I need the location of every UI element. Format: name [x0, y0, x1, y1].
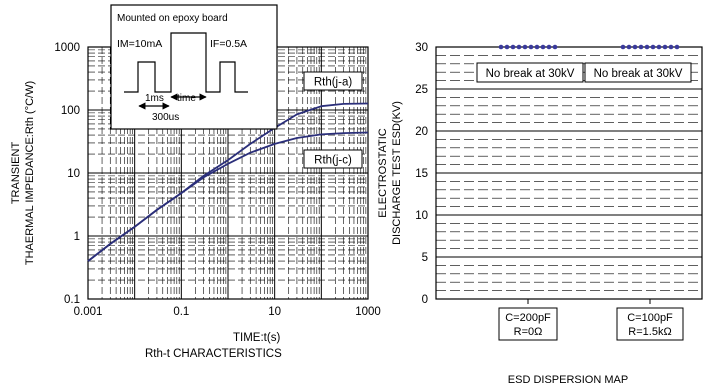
rth-ylabel-line1: TRANSIENT: [10, 142, 22, 205]
esd-annotation-box-2: [584, 62, 692, 83]
esd-y-tick-labels: 0 5 10 15 20 25 30: [415, 42, 428, 306]
esd-data-point: [674, 44, 680, 50]
rth-ylabel-line2: THAERMAL IMPEDANCE:Rth (°C/W): [24, 81, 36, 265]
esd-data-point: [534, 44, 540, 50]
esd-data-point: [522, 44, 528, 50]
esd-annotation-2: No break at 30kV: [594, 68, 683, 80]
rth-x-tick-label: 0.001: [74, 306, 103, 318]
esd-y-tick-label: 20: [415, 126, 428, 138]
esd-category-box-2: [616, 307, 684, 341]
esd-data-point: [638, 44, 644, 50]
rth-x-tick-label: 1000: [355, 306, 381, 318]
esd-y-tick-label: 25: [415, 84, 428, 96]
esd-category-1-line2: R=0Ω: [514, 326, 543, 338]
esd-data-point: [626, 44, 632, 50]
esd-y-tick-label: 15: [415, 168, 428, 180]
esd-data-point: [632, 44, 638, 50]
rth-y-tick-label: 1: [74, 231, 80, 243]
esd-y-tick-label: 10: [415, 210, 428, 222]
legend-box-rth-jc: [303, 149, 363, 169]
esd-annotation-1: No break at 30kV: [486, 68, 575, 80]
inset-time-label: time: [177, 93, 196, 104]
esd-plot-frame: [435, 46, 703, 300]
esd-y-tick-label: 30: [415, 42, 428, 54]
esd-data-point: [510, 44, 516, 50]
inset-if-label: IF=0.5A: [210, 38, 247, 50]
esd-ylabel-line2: DISCHARGE TEST ESD(KV): [391, 101, 403, 245]
rth-y-tick-label: 1000: [54, 42, 80, 54]
rth-y-tick-label: 10: [67, 168, 80, 180]
rth-x-tick-label: 10: [268, 306, 281, 318]
esd-data-point: [552, 44, 558, 50]
rth-xlabel: TIME:t(s): [233, 332, 280, 344]
esd-chart-title: ESD DISPERSION MAP: [508, 374, 628, 386]
esd-data-point: [528, 44, 534, 50]
legend-box-rth-ja: [303, 71, 363, 91]
esd-data-point: [540, 44, 546, 50]
esd-category-2-line1: C=100pF: [627, 312, 673, 324]
esd-data-point: [504, 44, 510, 50]
rth-y-tick-label: 100: [61, 105, 80, 117]
inset-pulse-waveform: [124, 32, 248, 93]
inset-1ms-label: 1ms: [145, 93, 164, 104]
esd-data-points: [498, 44, 680, 50]
inset-300us-label: 300us: [152, 112, 179, 123]
esd-ylabel-line1: ELECTROSTATIC: [377, 128, 389, 217]
rth-y-tick-labels: 0.1 1 10 100 1000: [54, 42, 80, 306]
rth-curves: [87, 102, 369, 262]
esd-y-tick-label: 0: [422, 294, 428, 306]
esd-data-point: [650, 44, 656, 50]
inset-title: Mounted on epoxy board: [117, 13, 228, 24]
esd-data-point: [656, 44, 662, 50]
esd-category-1-line1: C=200pF: [505, 312, 551, 324]
rth-x-tick-label: 0.1: [173, 306, 189, 318]
esd-grid: [436, 55, 702, 291]
rth-y-tick-label: 0.1: [64, 294, 80, 306]
legend-label-rth-ja: Rth(j-a): [314, 77, 353, 89]
esd-data-point: [516, 44, 522, 50]
esd-x-tick-marks: [527, 299, 651, 304]
inset-pulse-diagram: Mounted on epoxy board IM=10mA IF=0.5A 1…: [110, 4, 278, 130]
rth-chart-title: Rth-t CHARACTERISTICS: [145, 348, 282, 360]
esd-data-point: [644, 44, 650, 50]
rth-series-line-jc: [87, 131, 369, 262]
inset-im-label: IM=10mA: [117, 38, 162, 50]
esd-data-point: [668, 44, 674, 50]
esd-data-point: [662, 44, 668, 50]
esd-category-box-1: [498, 307, 558, 341]
legend-label-rth-jc: Rth(j-c): [314, 155, 352, 167]
esd-data-point: [620, 44, 626, 50]
rth-x-tick-labels: 0.001 0.1 10 1000: [74, 306, 381, 318]
esd-data-point: [498, 44, 504, 50]
esd-category-2-line2: R=1.5kΩ: [628, 326, 671, 338]
esd-annotation-box-1: [476, 62, 584, 83]
esd-chart: 0 5 10 15 20 25 30 No break at 30kV No break a…: [377, 42, 703, 386]
esd-y-tick-label: 5: [422, 252, 428, 264]
esd-data-point: [546, 44, 552, 50]
